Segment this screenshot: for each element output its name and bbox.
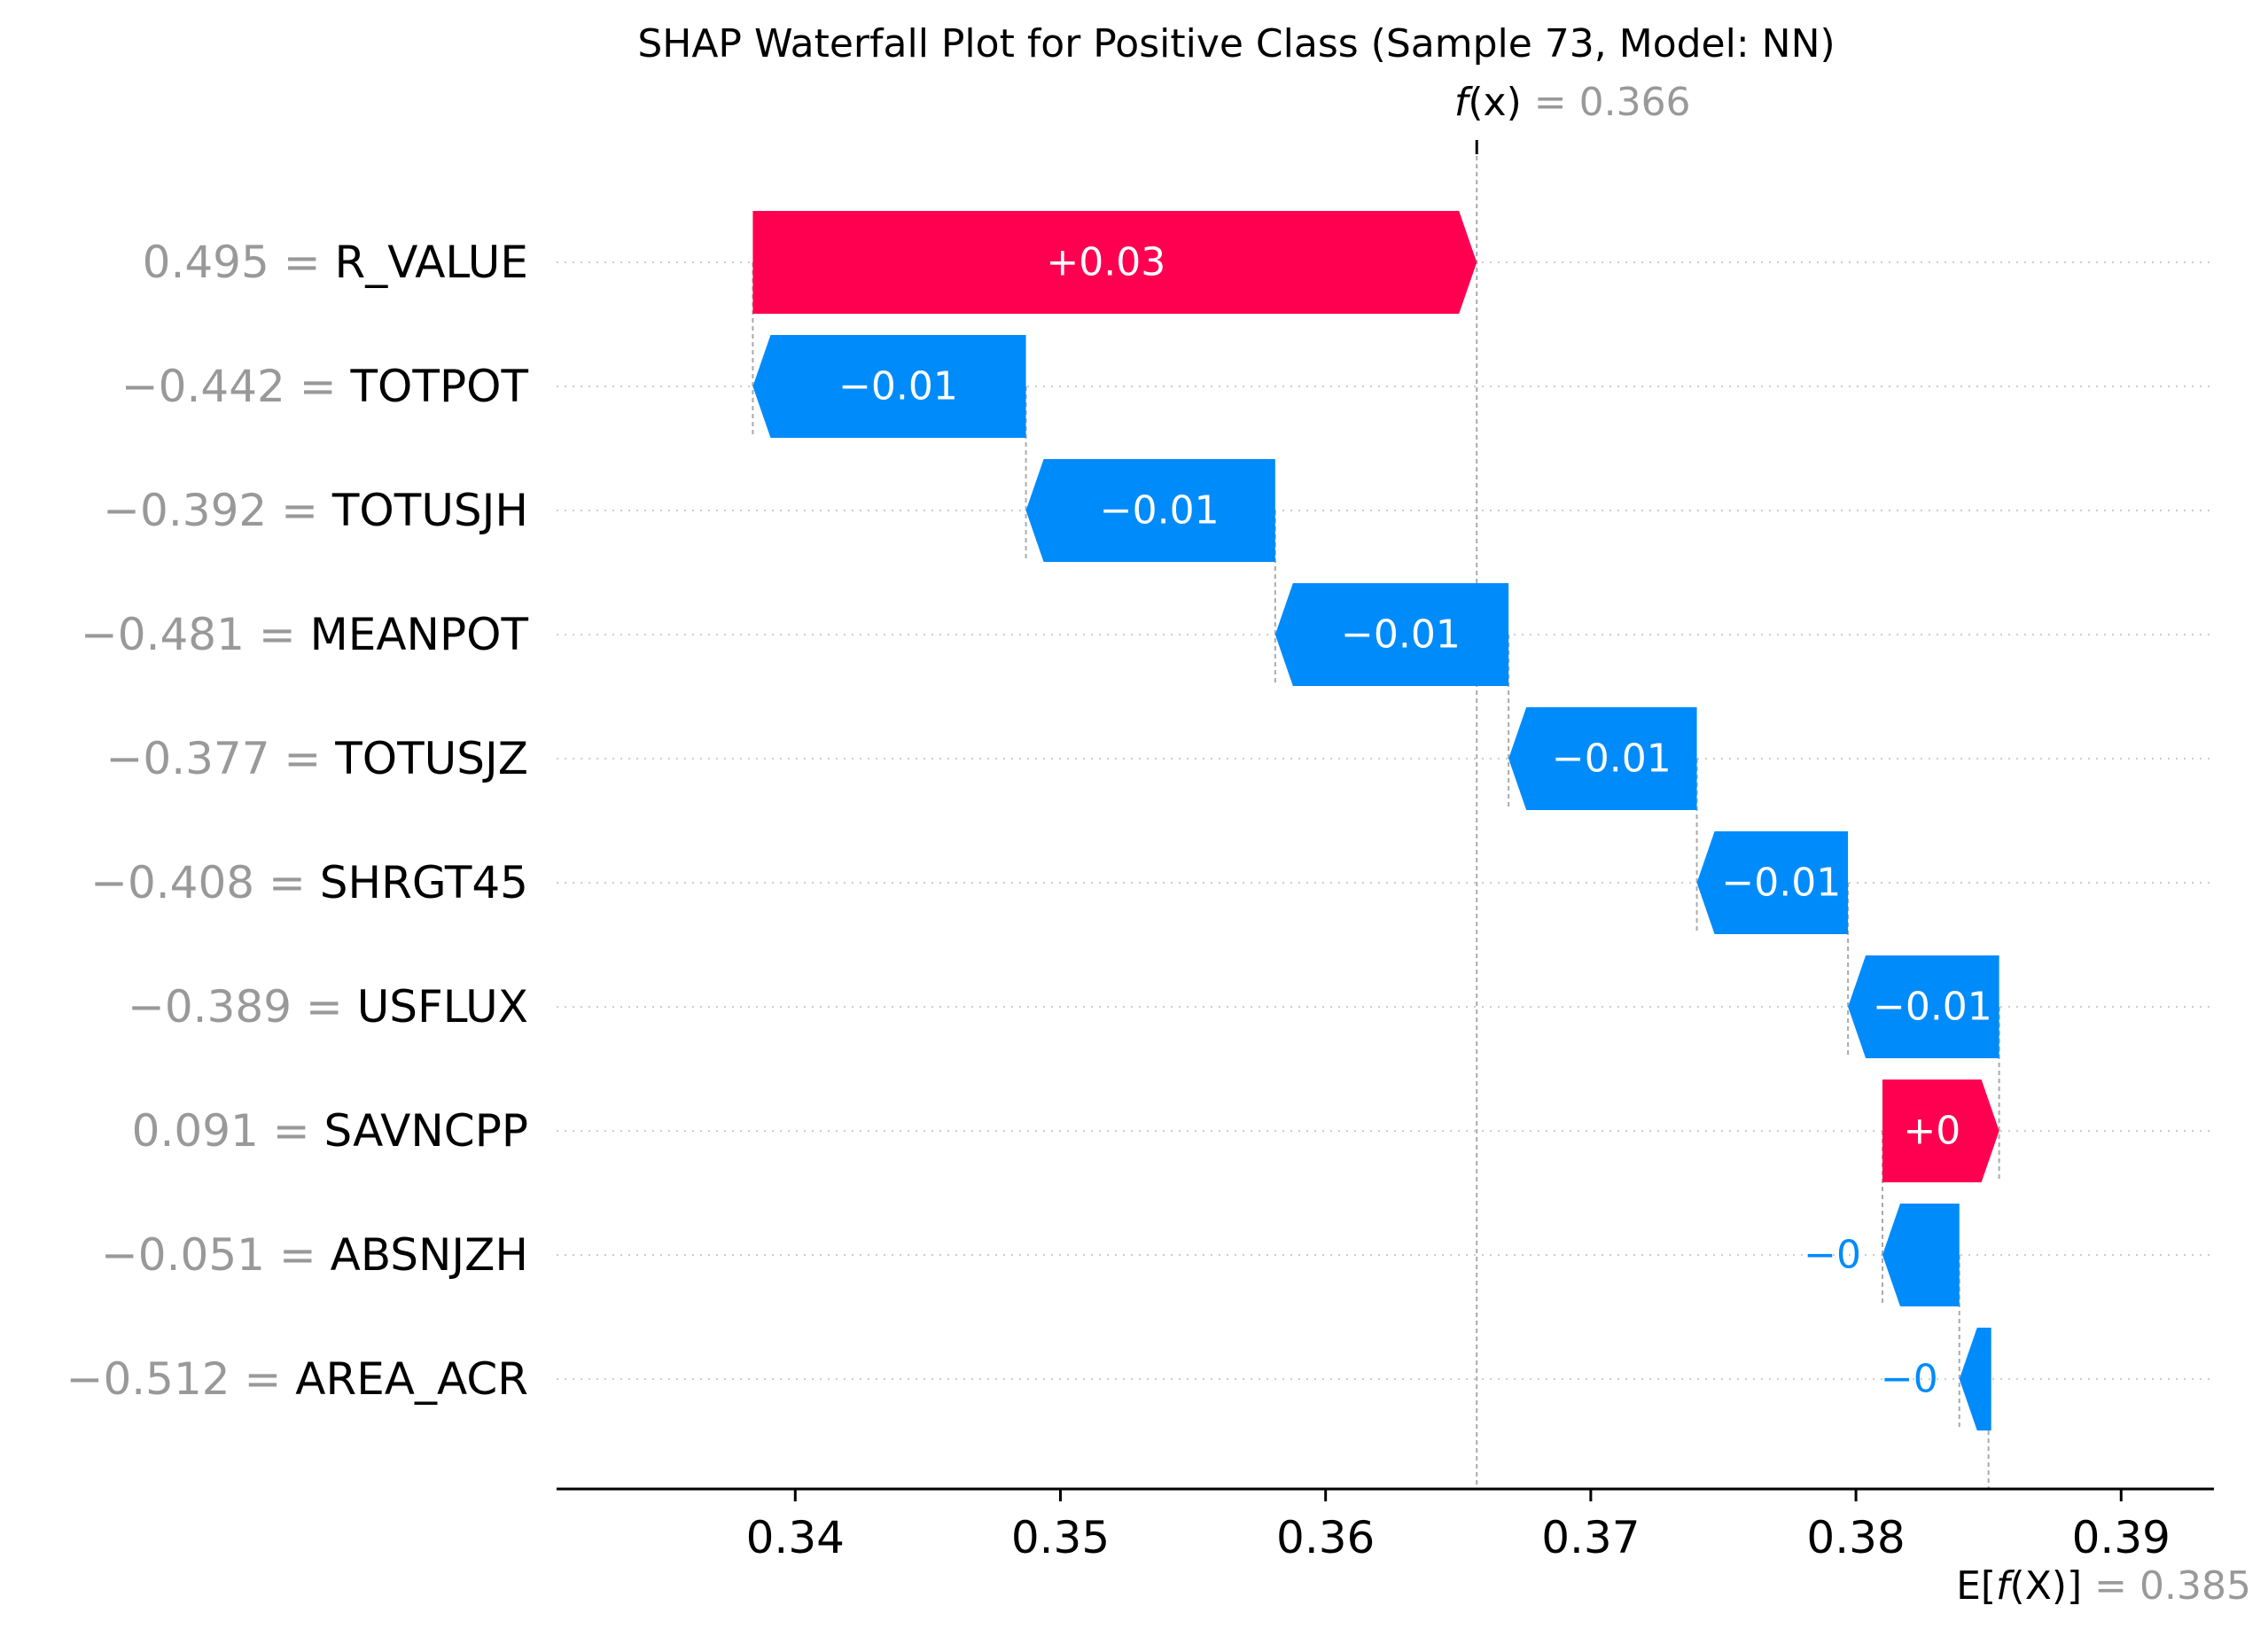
feature-name: TOTUSJZ bbox=[334, 733, 528, 784]
feature-name: ABSNJZH bbox=[331, 1229, 528, 1281]
feature-value: −0.392 = bbox=[103, 485, 332, 536]
bar-totusjh bbox=[1025, 459, 1275, 562]
efx-arg: (X)] bbox=[2010, 1563, 2083, 1609]
feature-label: −0.392 = TOTUSJH bbox=[103, 485, 528, 536]
fx-arg: (x) bbox=[1468, 80, 1521, 125]
feature-label: −0.442 = TOTPOT bbox=[121, 361, 529, 412]
bar-value-label: +0.03 bbox=[1046, 240, 1165, 285]
bar-meanpot bbox=[1274, 583, 1509, 686]
bar-totpot bbox=[752, 335, 1026, 438]
bar-value-label: −0.01 bbox=[1873, 985, 1992, 1030]
feature-label: −0.481 = MEANPOT bbox=[81, 609, 529, 660]
bar-shrgt45 bbox=[1696, 831, 1849, 934]
feature-value: 0.091 = bbox=[132, 1105, 324, 1157]
x-tick-label: 0.38 bbox=[1806, 1512, 1905, 1563]
fx-value: = 0.366 bbox=[1534, 80, 1691, 125]
efx-label: E[f(X)] = 0.385 bbox=[1956, 1563, 2251, 1609]
feature-label: −0.051 = ABSNJZH bbox=[101, 1229, 528, 1281]
bar-value-label: −0.01 bbox=[1100, 488, 1220, 534]
x-tick-label: 0.34 bbox=[746, 1512, 845, 1563]
feature-label: −0.512 = AREA_ACR bbox=[66, 1353, 528, 1405]
chart-title: SHAP Waterfall Plot for Positive Class (… bbox=[637, 21, 1835, 66]
efx-prefix: E[ bbox=[1956, 1563, 1996, 1609]
connector-lines bbox=[752, 262, 2000, 1430]
efx-value: = 0.385 bbox=[2094, 1563, 2251, 1609]
bar-savncpp bbox=[1882, 1080, 1999, 1182]
x-tick-label: 0.36 bbox=[1276, 1512, 1375, 1563]
bar-absnjzh bbox=[1882, 1204, 1960, 1306]
feature-value: 0.495 = bbox=[143, 237, 335, 288]
feature-label: −0.389 = USFLUX bbox=[128, 981, 528, 1033]
feature-label: −0.408 = SHRGT45 bbox=[90, 857, 528, 908]
feature-value: −0.389 = bbox=[128, 981, 357, 1033]
feature-name: SHRGT45 bbox=[320, 857, 528, 908]
fx-label: f(x) = 0.366 bbox=[1454, 80, 1691, 125]
feature-name: AREA_ACR bbox=[295, 1353, 528, 1405]
feature-label: 0.495 = R_VALUE bbox=[143, 237, 528, 288]
bar-r-value bbox=[752, 211, 1477, 314]
feature-label: 0.091 = SAVNCPP bbox=[132, 1105, 528, 1157]
bar-value-label: −0.01 bbox=[838, 364, 958, 409]
feature-value: −0.377 = bbox=[106, 733, 336, 784]
bar-area-acr bbox=[1959, 1328, 1991, 1430]
feature-name: MEANPOT bbox=[310, 609, 529, 660]
bar-value-label: −0 bbox=[1804, 1233, 1861, 1278]
x-tick-label: 0.37 bbox=[1541, 1512, 1640, 1563]
bar-value-label: −0.01 bbox=[1341, 612, 1461, 658]
bar-value-label: −0.01 bbox=[1552, 737, 1672, 782]
feature-name: USFLUX bbox=[357, 981, 528, 1033]
bar-value-label: +0 bbox=[1903, 1109, 1960, 1154]
bar-value-label: −0.01 bbox=[1721, 861, 1841, 906]
x-tick-label: 0.35 bbox=[1011, 1512, 1110, 1563]
feature-name: R_VALUE bbox=[334, 237, 528, 288]
feature-value: −0.051 = bbox=[101, 1229, 331, 1281]
feature-value: −0.512 = bbox=[66, 1353, 296, 1405]
feature-labels: 0.495 = R_VALUE −0.442 = TOTPOT −0.392 = T… bbox=[66, 237, 529, 1405]
bar-totusjz bbox=[1508, 707, 1697, 810]
feature-label: −0.377 = TOTUSJZ bbox=[106, 733, 529, 784]
feature-name: TOTUSJH bbox=[331, 485, 528, 536]
feature-value: −0.408 = bbox=[90, 857, 320, 908]
reference-lines bbox=[1475, 140, 1990, 1489]
x-ticks: 0.34 0.35 0.36 0.37 0.38 0.39 bbox=[746, 1489, 2171, 1563]
bars bbox=[752, 211, 1999, 1430]
bar-labels: +0.03 −0.01 −0.01 −0.01 −0.01 −0.01 −0.01 +0 −0 −… bbox=[838, 240, 1992, 1402]
feature-value: −0.481 = bbox=[81, 609, 310, 660]
feature-value: −0.442 = bbox=[121, 361, 351, 412]
bar-usflux bbox=[1848, 955, 1999, 1058]
feature-name: SAVNCPP bbox=[324, 1105, 529, 1157]
feature-name: TOTPOT bbox=[350, 361, 529, 412]
x-tick-label: 0.39 bbox=[2072, 1512, 2171, 1563]
bar-value-label: −0 bbox=[1881, 1357, 1938, 1402]
